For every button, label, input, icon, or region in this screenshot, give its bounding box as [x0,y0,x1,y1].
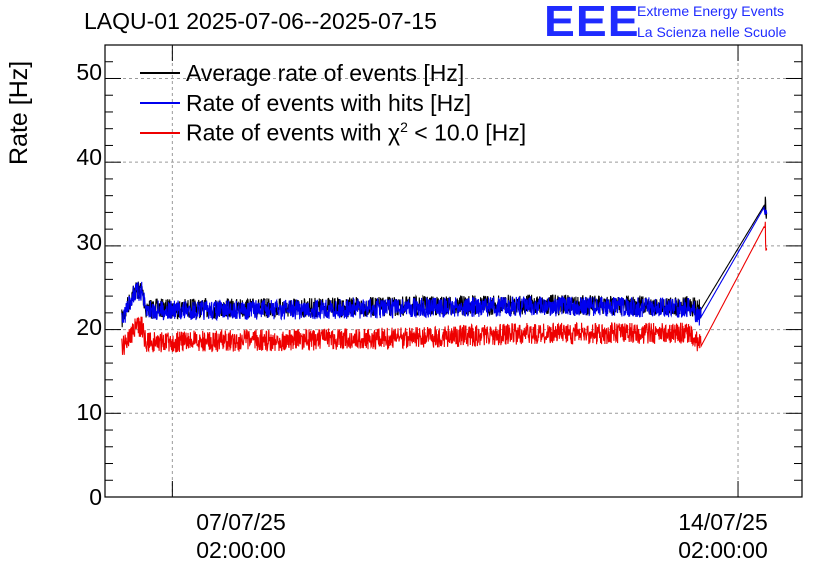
eee-logo: EEE [544,0,640,46]
x-tick-1: 07/07/25 02:00:00 [171,508,311,564]
y-tick-10: 10 [76,399,102,425]
legend-label-average: Average rate of events [Hz] [186,59,465,86]
chart-title: LAQU-01 2025-07-06--2025-07-15 [84,8,437,34]
x-tick-1-date: 07/07/25 [196,509,286,535]
legend-chi2-suffix: < 10.0 [Hz] [407,119,527,146]
legend-swatch-average [140,72,180,74]
legend-chi2-sup: 2 [400,119,408,136]
x-tick-2-time: 02:00:00 [678,537,768,563]
y-tick-20: 20 [76,314,102,340]
brand-line-1: Extreme Energy Events [637,3,785,19]
legend-label-hits: Rate of events with hits [Hz] [186,89,472,116]
series-line-3 [121,221,768,355]
plot-frame [104,44,803,498]
y-tick-40: 40 [76,144,102,170]
legend-item-hits: Rate of events with hits [Hz] [140,89,471,117]
y-tick-50: 50 [76,59,102,85]
y-axis-label: Rate [Hz] [5,60,33,165]
legend-swatch-chi2 [140,132,180,134]
series-line-2 [121,205,768,326]
legend-chi2-prefix: Rate of events with χ [186,119,401,146]
x-tick-2-date: 14/07/25 [678,509,768,535]
brand-line-2: La Scienza nelle Scuole [637,24,787,40]
x-tick-1-time: 02:00:00 [196,537,286,563]
legend-item-average: Average rate of events [Hz] [140,59,464,87]
legend-label-chi2: Rate of events with χ2 < 10.0 [Hz] [186,119,526,147]
legend-item-chi2: Rate of events with χ2 < 10.0 [Hz] [140,119,526,147]
y-tick-0: 0 [89,484,102,510]
y-tick-30: 30 [76,229,102,255]
legend-swatch-hits [140,102,180,104]
x-tick-2: 14/07/25 02:00:00 [653,508,793,564]
